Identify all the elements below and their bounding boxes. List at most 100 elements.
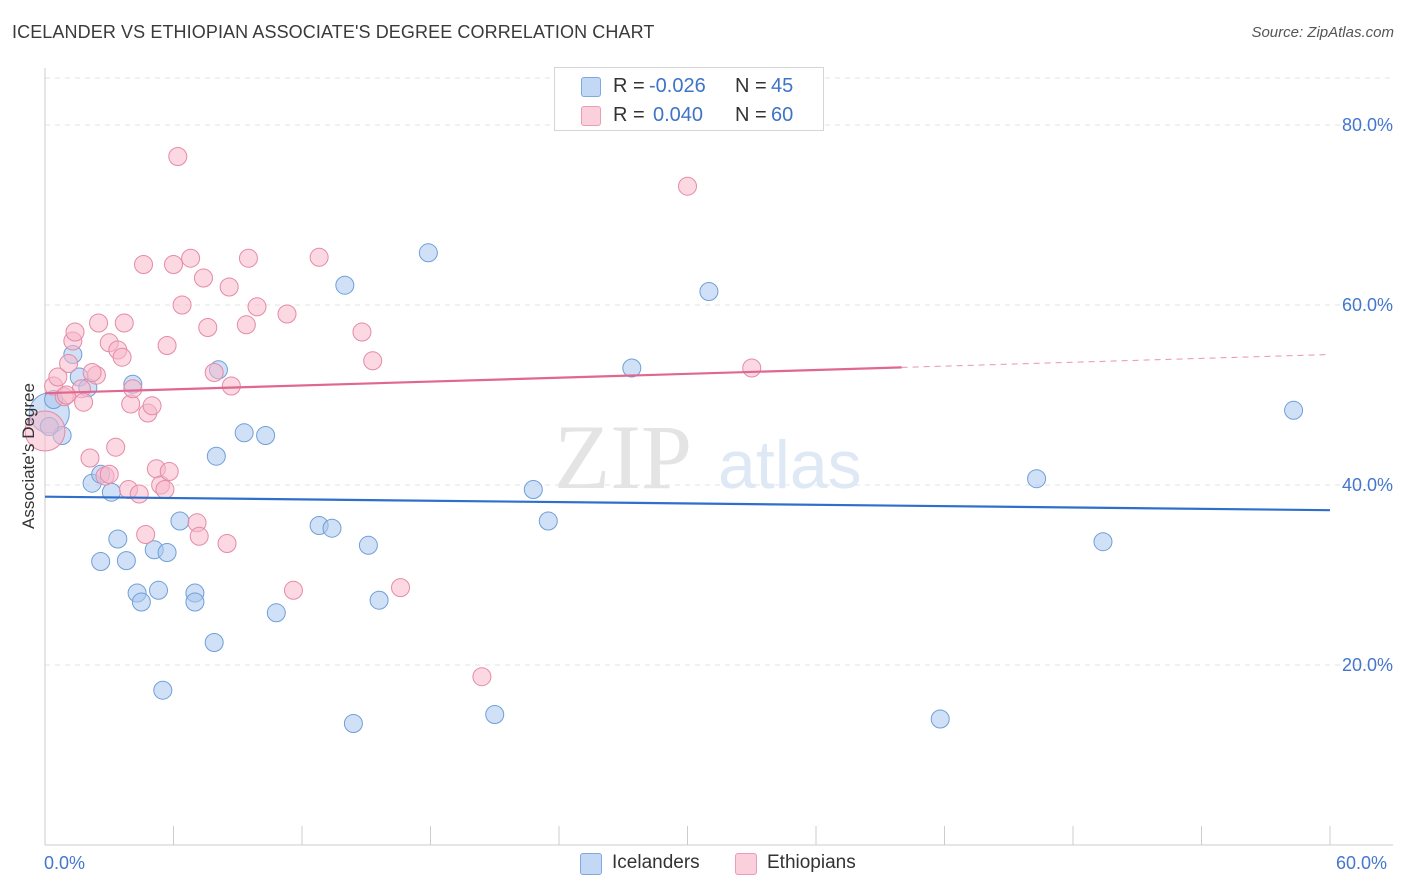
legend-swatch-icelanders <box>580 853 602 875</box>
point-ethiopians <box>74 392 94 412</box>
point-icelanders <box>157 543 177 562</box>
point-icelanders <box>538 511 558 531</box>
point-ethiopians <box>80 448 100 468</box>
watermark-zip: ZIP <box>554 406 692 508</box>
point-icelanders <box>170 511 190 531</box>
point-icelanders <box>1093 532 1113 552</box>
point-ethiopians <box>168 147 188 166</box>
series-ethiopians-points <box>24 147 762 687</box>
point-icelanders <box>622 358 642 378</box>
point-ethiopians <box>99 464 119 484</box>
point-ethiopians <box>159 462 179 481</box>
point-ethiopians <box>142 396 162 416</box>
point-icelanders <box>930 709 950 729</box>
point-ethiopians <box>59 354 79 373</box>
series-legend: Icelanders Ethiopians <box>0 852 1406 880</box>
y-tick-label: 60.0% <box>1342 295 1393 315</box>
point-ethiopians <box>219 277 239 297</box>
watermark-atlas: atlas <box>718 427 862 503</box>
point-icelanders <box>116 551 136 571</box>
point-ethiopians <box>472 667 492 687</box>
point-ethiopians <box>114 313 134 333</box>
legend-label-icelanders: Icelanders <box>612 852 700 873</box>
point-ethiopians <box>247 297 267 317</box>
legend-n-label: N = <box>735 104 767 126</box>
legend-r-label: R = <box>613 75 645 97</box>
legend-r-label: R = <box>613 104 645 126</box>
watermark: ZIP atlas <box>554 406 862 508</box>
trend-line-ethiopians-extension <box>901 354 1331 368</box>
point-ethiopians <box>56 385 76 405</box>
point-ethiopians <box>678 176 697 196</box>
point-ethiopians <box>65 322 85 342</box>
point-icelanders <box>149 580 169 600</box>
point-ethiopians <box>189 526 209 546</box>
trend-lines <box>44 354 1331 512</box>
point-icelanders <box>485 705 505 724</box>
point-ethiopians <box>106 437 126 457</box>
point-ethiopians <box>277 304 297 324</box>
point-ethiopians <box>82 363 102 382</box>
point-ethiopians <box>164 255 183 274</box>
trend-line-ethiopians <box>44 366 902 395</box>
correlation-legend: R = -0.026 N = 45 R = 0.040 N = 60 <box>554 67 824 131</box>
legend-swatch-ethiopians <box>581 106 601 126</box>
y-tick-labels: 20.0% 40.0% 60.0% 80.0% <box>1342 115 1393 675</box>
point-icelanders <box>266 603 286 623</box>
y-tick-label: 40.0% <box>1342 475 1393 495</box>
legend-r-value: -0.026 <box>649 75 706 97</box>
chart-title: ICELANDER VS ETHIOPIAN ASSOCIATE'S DEGRE… <box>12 22 655 42</box>
point-icelanders <box>234 423 254 443</box>
point-icelanders <box>153 680 173 700</box>
point-icelanders <box>523 480 543 499</box>
y-tick-label: 80.0% <box>1342 115 1393 135</box>
point-ethiopians <box>24 410 66 452</box>
point-icelanders <box>256 426 276 445</box>
point-icelanders <box>204 633 224 652</box>
point-ethiopians <box>134 255 154 274</box>
y-axis-label: Associate's Degree <box>19 383 38 529</box>
point-ethiopians <box>283 580 303 600</box>
legend-n-value: 60 <box>771 104 794 126</box>
point-icelanders <box>343 714 363 733</box>
point-ethiopians <box>193 268 213 288</box>
point-icelanders <box>1284 400 1304 420</box>
point-ethiopians <box>157 336 177 355</box>
point-ethiopians <box>155 480 175 499</box>
legend-n-value: 45 <box>771 75 794 97</box>
legend-row-icelanders: R = -0.026 N = 45 <box>555 72 823 102</box>
trend-line-icelanders <box>44 495 1331 512</box>
x-tick-marks <box>44 826 1331 845</box>
point-ethiopians <box>112 347 132 367</box>
point-icelanders <box>1027 469 1047 489</box>
point-ethiopians <box>217 534 237 553</box>
point-icelanders <box>185 592 205 612</box>
legend-swatch-icelanders <box>581 77 601 97</box>
point-icelanders <box>91 552 111 571</box>
point-ethiopians <box>221 376 241 396</box>
y-tick-label: 20.0% <box>1342 655 1393 675</box>
point-ethiopians <box>238 248 258 268</box>
point-ethiopians <box>352 322 372 342</box>
legend-n-label: N = <box>735 75 767 97</box>
point-ethiopians <box>742 358 762 378</box>
point-ethiopians <box>48 367 68 387</box>
axes <box>44 68 1393 846</box>
point-ethiopians <box>129 484 149 504</box>
point-ethiopians <box>181 248 201 268</box>
grid-lines <box>45 77 1393 666</box>
x-tick-label-min: 0.0% <box>44 853 85 873</box>
point-ethiopians <box>204 363 224 382</box>
point-icelanders <box>369 590 389 610</box>
point-ethiopians <box>136 525 156 544</box>
point-ethiopians <box>123 379 143 399</box>
point-icelanders <box>358 535 378 555</box>
point-icelanders <box>131 592 151 612</box>
legend-r-value: 0.040 <box>653 104 704 126</box>
legend-swatch-ethiopians <box>735 853 757 875</box>
point-icelanders <box>108 529 128 549</box>
point-ethiopians <box>391 578 411 598</box>
point-ethiopians <box>363 351 383 371</box>
source-label: Source: ZipAtlas.com <box>1251 24 1394 41</box>
